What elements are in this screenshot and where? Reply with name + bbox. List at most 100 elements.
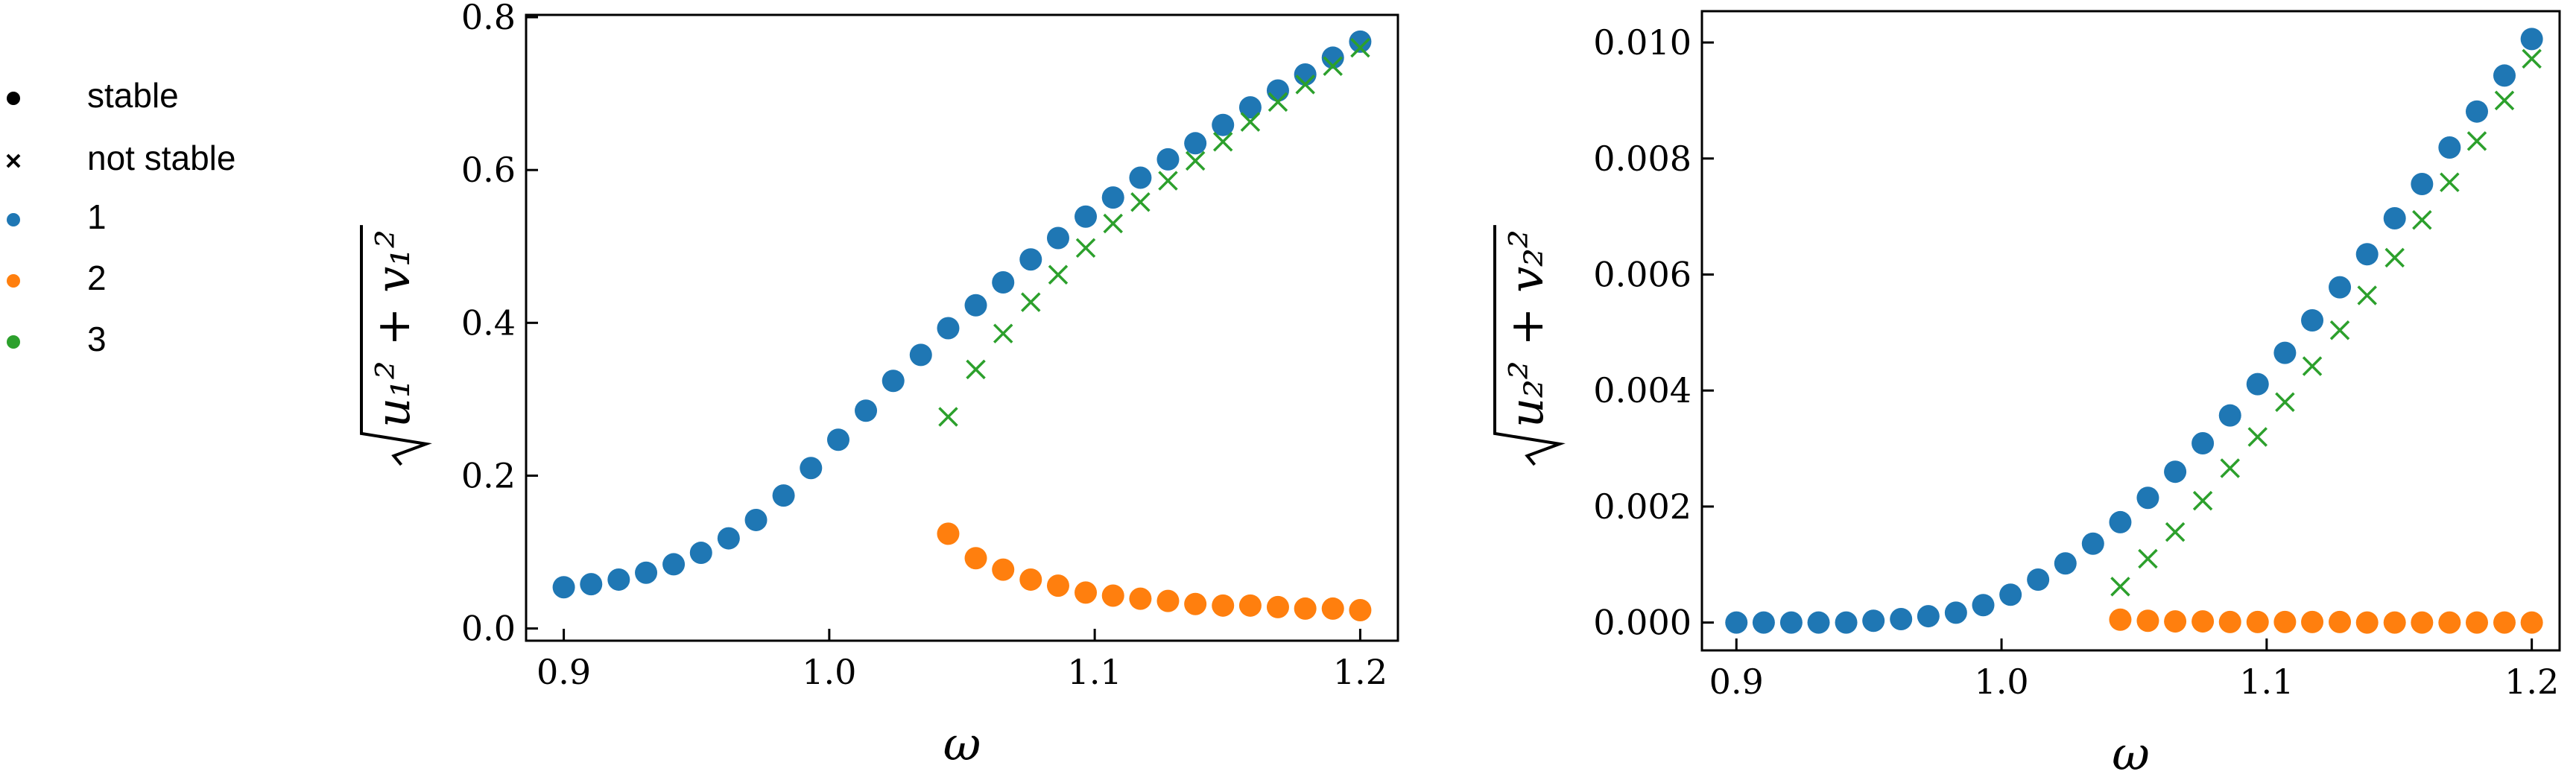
dot-marker	[992, 558, 1015, 581]
x-marker	[2412, 210, 2432, 230]
dot-marker	[1294, 63, 1317, 86]
radical-sign	[360, 225, 432, 466]
dot-marker	[1184, 592, 1207, 615]
y-tick-label: 0.004	[1593, 370, 1692, 410]
x-marker	[1240, 112, 1261, 132]
x-marker	[2302, 356, 2323, 376]
x-marker	[2220, 458, 2240, 478]
dot-marker	[1075, 205, 1098, 228]
legend-label: not stable	[87, 139, 235, 177]
dot-marker	[2136, 486, 2159, 510]
dot-marker	[2355, 243, 2379, 266]
x-marker	[1323, 56, 1343, 76]
x-marker	[2275, 392, 2295, 413]
dot-marker	[2465, 100, 2488, 123]
dot-marker	[2109, 510, 2132, 533]
dot-marker	[2301, 308, 2324, 332]
dot-marker	[1019, 568, 1042, 591]
radical-sign	[1493, 225, 1566, 466]
dot-marker	[909, 343, 932, 367]
dot-marker	[1321, 46, 1344, 69]
dot-marker	[1972, 594, 1995, 617]
y-tick-label: 0.002	[1593, 486, 1692, 527]
x-marker	[2165, 522, 2186, 542]
x-tick-label: 1.1	[2239, 662, 2294, 702]
x-marker	[2138, 548, 2158, 569]
dot-marker	[1075, 581, 1098, 604]
dot-marker	[2383, 206, 2406, 229]
x-marker	[2329, 320, 2350, 340]
y-tick-label: 0.000	[1593, 603, 1692, 643]
dot-marker	[2273, 341, 2297, 364]
x-marker	[1185, 150, 1206, 171]
dot-marker	[2164, 610, 2187, 633]
dot-marker	[2246, 610, 2269, 633]
dot-marker	[2493, 611, 2516, 634]
legend-label: 3	[87, 320, 107, 358]
dot-marker	[1019, 248, 1042, 271]
dot-marker	[1752, 611, 1775, 634]
dot-marker	[826, 428, 849, 451]
dot-marker	[1046, 574, 1069, 597]
x-marker	[1048, 264, 1069, 285]
x-tick-label: 0.9	[537, 652, 591, 692]
x-tick-label: 1.2	[1333, 652, 1387, 692]
dot-marker	[800, 457, 823, 480]
dot-marker	[2109, 608, 2132, 631]
dot-marker	[2329, 610, 2352, 633]
x-marker	[2357, 285, 2377, 305]
dot-marker	[772, 484, 795, 507]
axes-frame	[1700, 10, 2561, 652]
dot-marker	[1238, 594, 1262, 617]
y-axis-label: u₂² + v₂²	[1499, 229, 1554, 428]
legend-marker	[6, 153, 21, 168]
x-marker	[938, 407, 958, 427]
x-marker	[2522, 48, 2542, 69]
dot-marker	[1101, 584, 1124, 607]
dot-marker	[882, 370, 905, 393]
dot-marker	[1779, 611, 1803, 634]
x-tick-label: 1.1	[1068, 652, 1122, 692]
dot-marker	[2218, 610, 2241, 633]
dot-marker	[2218, 404, 2241, 427]
dot-marker	[1101, 186, 1124, 209]
dot-marker	[717, 527, 740, 550]
y-tick-label: 0.4	[461, 302, 516, 343]
y-tick-label: 0.6	[461, 150, 516, 190]
subplot: 0.9 1.0 1.1 1.2 0.000 0.002 0.004 0.006 0.008 0.0…	[1493, 10, 2561, 781]
dot-marker	[1129, 166, 1152, 189]
dot-marker	[2520, 28, 2543, 51]
legend-marker	[7, 335, 20, 349]
dot-marker	[2081, 532, 2104, 555]
x-marker	[2466, 131, 2487, 151]
legend: stable not stable 1 2 3	[6, 76, 235, 358]
x-marker	[1212, 132, 1233, 152]
dot-marker	[2520, 611, 2543, 634]
x-marker	[1350, 37, 1370, 58]
y-axis-label: u₁² + v₁²	[366, 229, 420, 428]
dot-marker	[635, 561, 658, 584]
x-marker	[1021, 292, 1041, 312]
x-tick-label: 0.9	[1709, 662, 1764, 702]
x-tick-label: 1.2	[2504, 662, 2559, 702]
legend-label: 2	[87, 259, 107, 297]
dot-marker	[689, 542, 712, 565]
dot-marker	[2301, 610, 2324, 633]
x-tick-label: 1.0	[1974, 662, 2028, 702]
dot-marker	[2493, 64, 2516, 87]
dot-marker	[937, 317, 960, 340]
dot-marker	[1349, 598, 1372, 621]
x-axis-label: ω	[943, 717, 981, 771]
y-tick-label: 0.006	[1593, 254, 1692, 294]
dot-marker	[1944, 601, 1967, 624]
dot-marker	[2411, 173, 2434, 196]
dot-marker	[2164, 460, 2187, 484]
dot-marker	[2192, 610, 2215, 633]
dot-marker	[1238, 96, 1262, 119]
y-tick-label: 0.0	[461, 609, 516, 649]
x-axis-label: ω	[2112, 726, 2150, 781]
y-tick-label: 0.008	[1593, 139, 1692, 179]
dot-marker	[2329, 276, 2352, 299]
x-tick-label: 1.0	[802, 652, 856, 692]
